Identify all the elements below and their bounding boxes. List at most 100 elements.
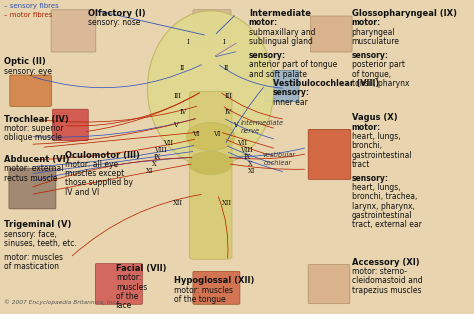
Text: sensory:: sensory: — [352, 51, 389, 60]
Text: of tongue,: of tongue, — [352, 70, 391, 79]
Text: rectus muscle: rectus muscle — [4, 174, 57, 183]
Text: sensory: face,: sensory: face, — [4, 230, 56, 239]
Text: pharyngeal: pharyngeal — [352, 28, 395, 37]
Text: Glossopharyngeal (IX): Glossopharyngeal (IX) — [352, 9, 456, 18]
Text: muscles except: muscles except — [65, 169, 124, 178]
Text: IV and VI: IV and VI — [65, 188, 99, 197]
Text: IV: IV — [180, 108, 187, 116]
Text: face: face — [116, 301, 132, 310]
Text: motor: muscles: motor: muscles — [4, 253, 63, 262]
Text: III: III — [225, 92, 232, 100]
Text: trapezius muscles: trapezius muscles — [352, 286, 421, 295]
Text: Trigeminal (V): Trigeminal (V) — [4, 220, 71, 230]
Text: II: II — [180, 64, 185, 73]
Text: motor:: motor: — [352, 122, 381, 132]
Text: motor: external: motor: external — [4, 165, 63, 174]
Text: bronchi, trachea,: bronchi, trachea, — [352, 192, 417, 202]
Ellipse shape — [189, 151, 233, 175]
Text: VI: VI — [192, 130, 199, 138]
Text: VI: VI — [213, 130, 220, 138]
Text: musculature: musculature — [352, 37, 400, 46]
Text: cochlear: cochlear — [264, 160, 292, 166]
Text: Olfactory (I): Olfactory (I) — [88, 9, 146, 18]
Text: I: I — [186, 38, 189, 46]
Text: of the: of the — [116, 292, 138, 301]
Text: larynx, pharynx,: larynx, pharynx, — [352, 202, 415, 211]
Ellipse shape — [186, 122, 235, 150]
Text: bronchi,: bronchi, — [352, 141, 383, 150]
Text: X: X — [152, 160, 156, 168]
FancyBboxPatch shape — [193, 10, 231, 47]
FancyBboxPatch shape — [52, 109, 88, 141]
Text: gastrointestinal: gastrointestinal — [352, 150, 412, 160]
Text: tract: tract — [352, 160, 370, 169]
Text: anterior part of tongue: anterior part of tongue — [249, 60, 337, 69]
Text: nerve: nerve — [241, 128, 260, 134]
Text: Accessory (XI): Accessory (XI) — [352, 258, 419, 267]
FancyBboxPatch shape — [308, 264, 350, 304]
Text: sensory: eye: sensory: eye — [4, 67, 52, 76]
Text: motor:: motor: — [116, 273, 141, 282]
Text: XII: XII — [173, 199, 183, 207]
Text: IX: IX — [154, 153, 161, 161]
Text: Facial (VII): Facial (VII) — [116, 264, 166, 273]
Text: tract, external ear: tract, external ear — [352, 220, 421, 230]
Text: sinuses, teeth, etc.: sinuses, teeth, etc. — [4, 239, 76, 248]
Text: Vagus (X): Vagus (X) — [352, 113, 397, 122]
Text: those supplied by: those supplied by — [65, 178, 133, 187]
Text: X: X — [248, 160, 253, 168]
Text: of the tongue: of the tongue — [174, 295, 226, 304]
Text: II: II — [224, 64, 229, 73]
Text: Optic (II): Optic (II) — [4, 57, 46, 66]
Text: VIII: VIII — [154, 146, 167, 154]
FancyBboxPatch shape — [193, 271, 240, 304]
Text: motor: sterno-: motor: sterno- — [352, 267, 407, 276]
Text: oblique muscle: oblique muscle — [4, 133, 62, 143]
Text: V: V — [173, 121, 178, 129]
Text: posterior part: posterior part — [352, 60, 405, 69]
Text: motor: muscles: motor: muscles — [174, 286, 233, 295]
Text: Oculomotor (III): Oculomotor (III) — [65, 150, 140, 160]
Text: of mastication: of mastication — [4, 263, 59, 271]
Text: – motor fibres: – motor fibres — [4, 12, 52, 18]
FancyBboxPatch shape — [190, 91, 232, 259]
FancyBboxPatch shape — [264, 70, 299, 102]
Text: Hypoglossal (XII): Hypoglossal (XII) — [174, 276, 255, 285]
Text: sensory: nose: sensory: nose — [88, 19, 140, 28]
Text: intermediate: intermediate — [241, 120, 284, 126]
FancyBboxPatch shape — [10, 75, 52, 106]
Text: sublingual gland: sublingual gland — [249, 37, 313, 46]
Text: Vestibulocochlear (VIII): Vestibulocochlear (VIII) — [273, 79, 379, 88]
Text: inner ear: inner ear — [273, 98, 308, 107]
Ellipse shape — [147, 11, 274, 166]
Text: submaxillary and: submaxillary and — [249, 28, 315, 37]
Text: VII: VII — [237, 139, 247, 147]
Text: heart, lungs,: heart, lungs, — [352, 183, 400, 192]
Text: I: I — [223, 38, 226, 46]
FancyBboxPatch shape — [51, 10, 96, 52]
Text: motor: superior: motor: superior — [4, 124, 63, 133]
Text: IX: IX — [244, 153, 251, 161]
Text: XII: XII — [222, 199, 232, 207]
Text: motor: all eye: motor: all eye — [65, 160, 118, 169]
Text: © 2007 Encyclopaedia Britannica, Inc.: © 2007 Encyclopaedia Britannica, Inc. — [4, 300, 117, 305]
Text: XI: XI — [146, 167, 153, 175]
Text: heart, lungs,: heart, lungs, — [352, 132, 400, 141]
Text: sensory:: sensory: — [352, 174, 389, 183]
Text: Trochlear (IV): Trochlear (IV) — [4, 115, 68, 124]
Text: III: III — [174, 92, 182, 100]
Text: tonsil, pharynx: tonsil, pharynx — [352, 79, 409, 88]
FancyBboxPatch shape — [310, 16, 352, 52]
Text: gastrointestinal: gastrointestinal — [352, 211, 412, 220]
Text: VII: VII — [163, 139, 173, 147]
Text: motor:: motor: — [249, 19, 278, 28]
FancyBboxPatch shape — [95, 264, 142, 304]
Text: Abducent (VI): Abducent (VI) — [4, 155, 69, 164]
Text: XI: XI — [248, 167, 255, 175]
Text: motor:: motor: — [352, 19, 381, 28]
Text: vestibular: vestibular — [263, 152, 296, 158]
Text: IV: IV — [225, 108, 232, 116]
Text: V: V — [233, 121, 237, 129]
FancyBboxPatch shape — [308, 129, 351, 179]
FancyBboxPatch shape — [9, 168, 56, 209]
